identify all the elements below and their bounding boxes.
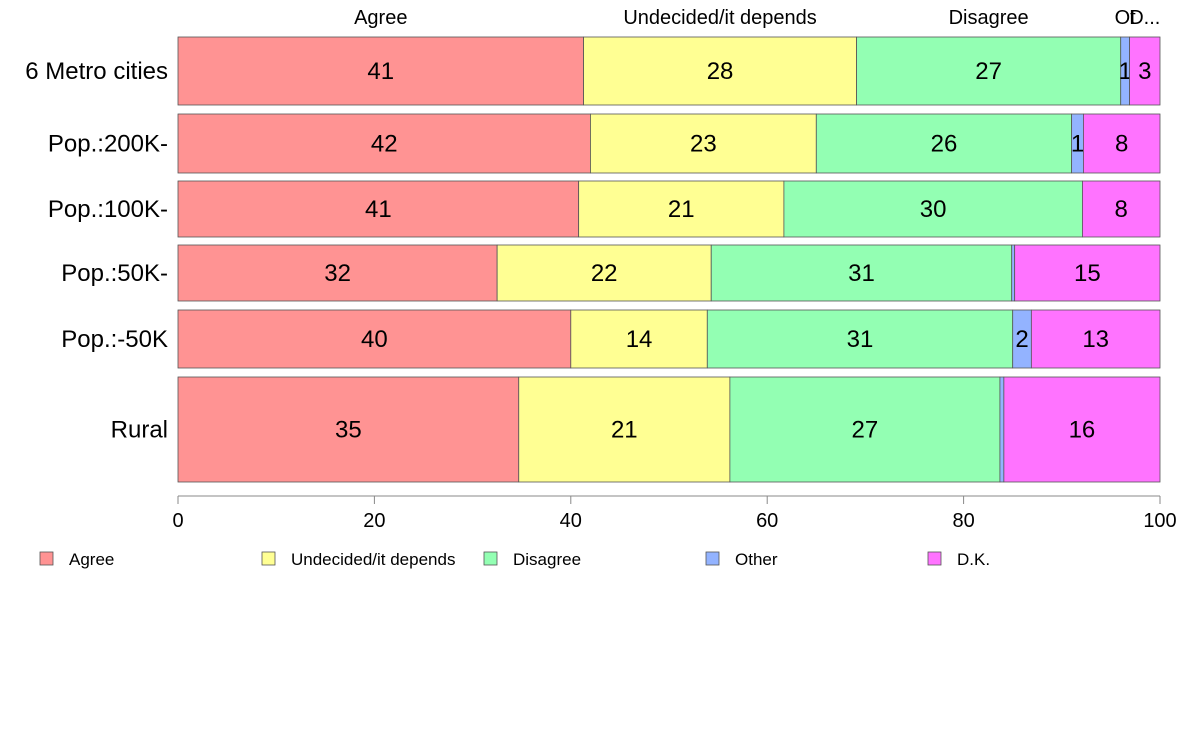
bar-segment [177,376,520,483]
bar-segment [583,36,857,106]
x-axis: 0 20 40 60 80 100 [172,495,1177,532]
bar-value-label: 35 [335,417,362,444]
x-tick-label: 80 [952,510,974,532]
bar-value-label: 21 [668,196,695,223]
x-tick-label: 20 [363,510,385,532]
bar-value-label: 3 [1138,58,1151,85]
bar-segment [1003,376,1161,483]
x-tick-label: 100 [1143,510,1176,532]
legend-label: Undecided/it depends [291,550,455,569]
bar-value-label: 1 [1071,131,1084,158]
bar-value-label: 26 [931,131,958,158]
bar-value-label: 15 [1074,260,1101,287]
legend-swatch [705,551,720,566]
column-header-label: D... [1129,7,1160,29]
bar-value-label: 31 [847,326,874,353]
category-label: Pop.:200K- [48,131,168,158]
bar-value-label: 23 [690,131,717,158]
bar-value-label: 40 [361,326,388,353]
bar-value-label: 2 [1015,326,1028,353]
bar-value-label: 27 [975,58,1002,85]
bar-segment [999,376,1005,483]
category-labels: 6 Metro cities Pop.:200K- Pop.:100K- Pop.:5… [25,58,168,444]
bar-value-label: 28 [707,58,734,85]
legend: Agree Undecided/it depends Disagree Other D.… [39,550,990,569]
bar-value-label: 42 [371,131,398,158]
bar-value-label: 1 [1118,58,1131,85]
x-tick-label: 60 [756,510,778,532]
bar-segment [710,244,1013,302]
bar-segment [1129,36,1161,106]
legend-label: D.K. [957,550,990,569]
category-label: Pop.:50K- [61,260,168,287]
bar-value-label: 32 [324,260,351,287]
bar-value-label: 41 [367,58,394,85]
bar-value-label: 41 [365,196,392,223]
bar-value-label: 30 [920,196,947,223]
column-header-labels: Agree Undecided/it depends Disagree OtD... [354,7,1160,29]
bar-value-label: 14 [626,326,653,353]
column-header-label: Disagree [949,7,1029,29]
legend-label: Other [735,550,778,569]
legend-swatch [39,551,54,566]
bar-value-label: 22 [591,260,618,287]
x-tick-label: 40 [560,510,582,532]
bar-segment [177,244,498,302]
bar-value-label: 31 [848,260,875,287]
bar-segment [815,113,1073,174]
column-header-label: Undecided/it depends [623,7,816,29]
bar-segment [578,180,785,238]
bar-segment [783,180,1083,238]
category-label: 6 Metro cities [25,58,168,85]
bar-segment [177,309,572,369]
bar-segment [1083,113,1161,174]
legend-label: Disagree [513,550,581,569]
category-label: Pop.:100K- [48,196,168,223]
bar-segment [729,376,1001,483]
bar-segment [1014,244,1161,302]
bar-segment [1082,180,1161,238]
bar-value-label: 21 [611,417,638,444]
column-header-label: Agree [354,7,407,29]
bar-value-label: 8 [1115,131,1128,158]
bar-value-label: 27 [852,417,879,444]
bar-segment [177,113,591,174]
bar-segment [518,376,731,483]
column-header-label: Ot [1115,7,1137,29]
legend-label: Agree [69,550,114,569]
bar-segment [1011,244,1016,302]
bar-segment [590,113,817,174]
bar-segment [706,309,1014,369]
x-tick-label: 0 [172,510,183,532]
bar-segment [496,244,712,302]
bar-value-label: 8 [1115,196,1128,223]
bar-value-label: 13 [1082,326,1109,353]
bar-segment [1030,309,1161,369]
category-label: Rural [111,417,168,444]
legend-swatch [927,551,942,566]
bar-segment [570,309,708,369]
category-label: Pop.:-50K [61,326,168,353]
bar-value-label: 16 [1069,417,1096,444]
legend-swatch [261,551,276,566]
legend-swatch [483,551,498,566]
